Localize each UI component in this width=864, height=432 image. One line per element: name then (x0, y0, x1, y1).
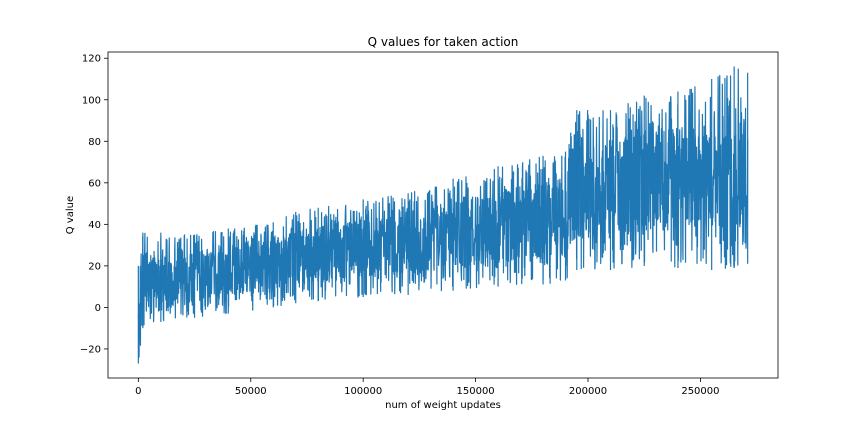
y-tick-label: 80 (88, 137, 101, 148)
y-axis: −20 0 20 40 60 80 100 120 (80, 54, 108, 355)
y-tick-label: 0 (95, 303, 101, 314)
series-extreme-marks (137, 66, 749, 364)
series-line (137, 68, 749, 358)
chart-title: Q values for taken action (368, 35, 519, 49)
x-tick-label: 100000 (344, 386, 382, 397)
axes-frame (107, 51, 779, 379)
y-axis-title: Q value (65, 196, 76, 234)
x-axis-title: num of weight updates (385, 400, 501, 411)
x-tick-label: 50000 (235, 386, 267, 397)
y-tick-label: 120 (82, 54, 101, 65)
y-tick-label: 40 (88, 220, 101, 231)
plot-area (137, 66, 749, 364)
y-tick-label: 20 (88, 261, 101, 272)
x-tick-label: 150000 (457, 386, 495, 397)
y-tick-label: −20 (80, 344, 101, 355)
x-tick-label: 250000 (681, 386, 719, 397)
x-tick-label: 200000 (569, 386, 607, 397)
y-tick-label: 60 (88, 178, 101, 189)
y-tick-label: 100 (82, 95, 101, 106)
x-axis: 0 50000 100000 150000 200000 250000 (135, 378, 720, 397)
x-tick-label: 0 (135, 386, 141, 397)
